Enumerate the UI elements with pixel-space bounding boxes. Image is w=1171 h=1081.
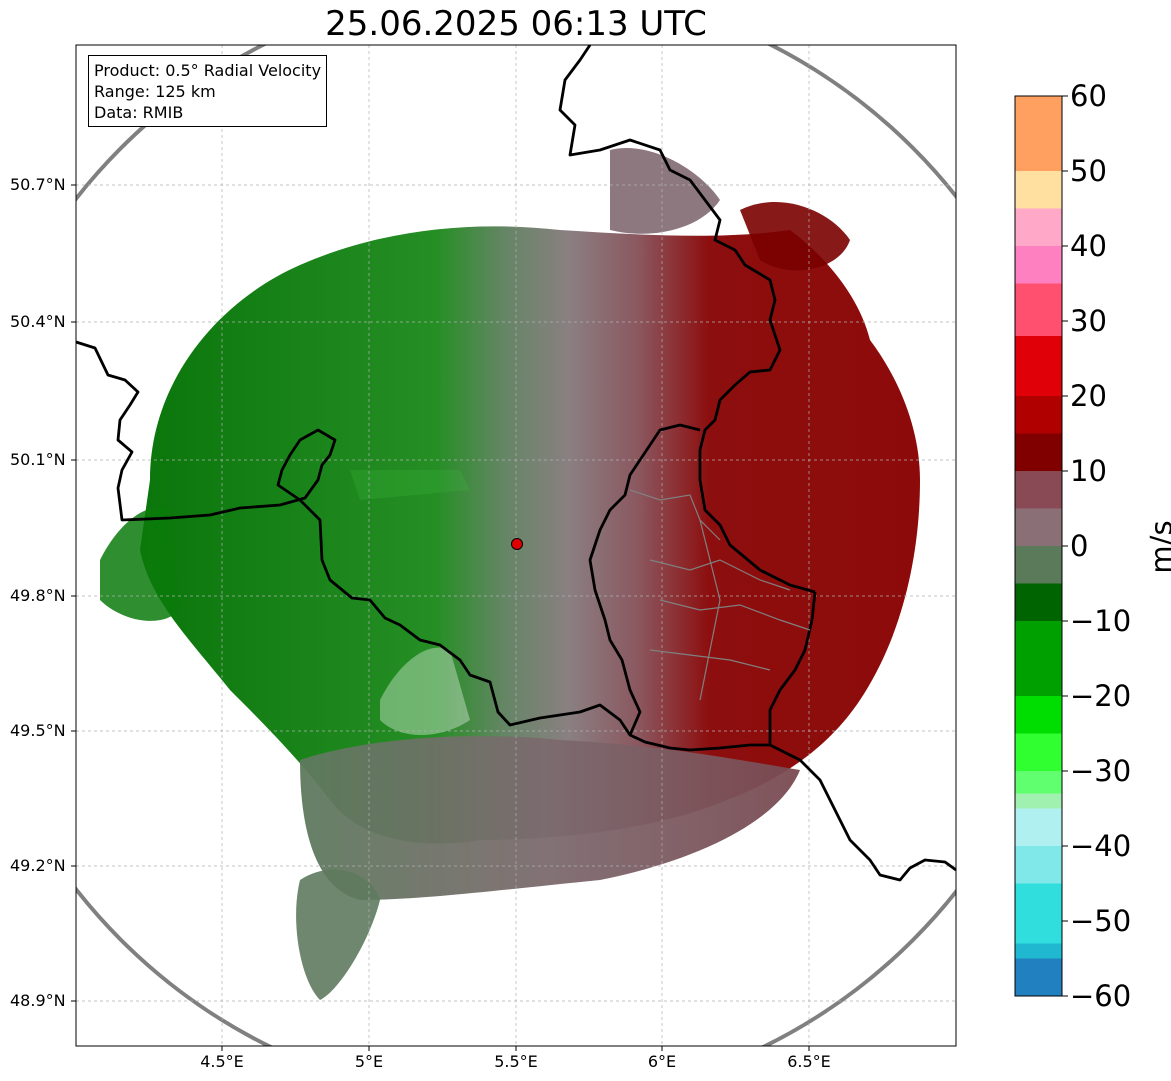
colorbar-band bbox=[1015, 96, 1062, 171]
colorbar-band bbox=[1015, 208, 1062, 246]
colorbar-tick-label: 20 bbox=[1070, 379, 1107, 413]
colorbar-tick-label: 40 bbox=[1070, 229, 1107, 263]
colorbar-band bbox=[1015, 621, 1062, 696]
colorbar-tick-label: −20 bbox=[1070, 679, 1132, 713]
lat-label: 49.2°N bbox=[10, 856, 66, 875]
colorbar-band bbox=[1015, 433, 1062, 471]
colorbar-unit-label: m/s bbox=[1144, 520, 1171, 574]
range-label: Range: 125 km bbox=[94, 82, 216, 101]
colorbar-band bbox=[1015, 283, 1062, 336]
axis-ticks bbox=[71, 184, 810, 1051]
colorbar-tick-label: 50 bbox=[1070, 154, 1107, 188]
lon-label: 5.5°E bbox=[494, 1052, 538, 1071]
colorbar-band bbox=[1015, 546, 1062, 584]
colorbar-band bbox=[1015, 696, 1062, 734]
colorbar-band bbox=[1015, 846, 1062, 884]
colorbar-tick-label: −60 bbox=[1070, 979, 1132, 1013]
lat-label: 48.9°N bbox=[10, 991, 66, 1010]
colorbar-band bbox=[1015, 943, 1062, 959]
velocity-echoes bbox=[100, 148, 920, 1000]
colorbar-tick-label: 60 bbox=[1070, 79, 1107, 113]
lat-label: 49.8°N bbox=[10, 586, 66, 605]
lat-label: 49.5°N bbox=[10, 721, 66, 740]
colorbar-band bbox=[1015, 771, 1062, 794]
colorbar-tick-label: −50 bbox=[1070, 904, 1132, 938]
gridlines bbox=[76, 45, 956, 1046]
colorbar-band bbox=[1015, 883, 1062, 944]
product-label: Product: 0.5° Radial Velocity bbox=[94, 61, 322, 80]
lon-label: 6°E bbox=[647, 1052, 677, 1071]
colorbar-band bbox=[1015, 471, 1062, 509]
colorbar-tick-label: −10 bbox=[1070, 604, 1132, 638]
colorbar-band bbox=[1015, 583, 1062, 621]
colorbar-band bbox=[1015, 396, 1062, 434]
data-source-label: Data: RMIB bbox=[94, 103, 184, 122]
colorbar-band bbox=[1015, 808, 1062, 846]
colorbar-ticks bbox=[1062, 95, 1068, 997]
lat-label: 50.1°N bbox=[10, 450, 66, 469]
radar-site-marker bbox=[511, 538, 523, 550]
colorbar-tick-label: 30 bbox=[1070, 304, 1107, 338]
lon-label: 5°E bbox=[354, 1052, 384, 1071]
colorbar bbox=[1015, 96, 1062, 996]
colorbar-band bbox=[1015, 793, 1062, 809]
colorbar-band bbox=[1015, 508, 1062, 546]
colorbar-band bbox=[1015, 733, 1062, 771]
district-boundaries bbox=[629, 489, 811, 701]
colorbar-tick-label: −40 bbox=[1070, 829, 1132, 863]
lat-label: 50.7°N bbox=[10, 175, 66, 194]
country-borders bbox=[76, 45, 956, 882]
map-title: 25.06.2025 06:13 UTC bbox=[325, 4, 707, 44]
colorbar-band bbox=[1015, 171, 1062, 209]
product-info-box: Product: 0.5° Radial Velocity Range: 125… bbox=[88, 55, 328, 127]
lon-label: 6.5°E bbox=[787, 1052, 831, 1071]
colorbar-band bbox=[1015, 246, 1062, 284]
colorbar-tick-label: 0 bbox=[1070, 529, 1089, 563]
colorbar-tick-label: 10 bbox=[1070, 454, 1107, 488]
lon-label: 4.5°E bbox=[200, 1052, 244, 1071]
colorbar-band bbox=[1015, 336, 1062, 396]
colorbar-tick-label: −30 bbox=[1070, 754, 1132, 788]
colorbar-band bbox=[1015, 958, 1062, 996]
lat-label: 50.4°N bbox=[10, 312, 66, 331]
